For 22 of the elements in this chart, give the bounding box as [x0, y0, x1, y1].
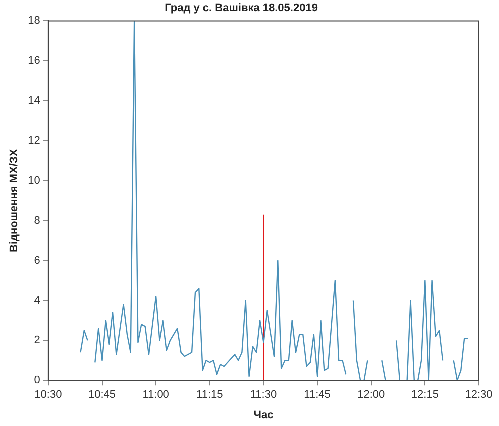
y-tick-label: 14 [28, 95, 40, 108]
x-tick-label: 11:45 [304, 389, 331, 402]
y-tick-label: 12 [28, 135, 40, 148]
y-tick-label: 0 [34, 374, 40, 387]
y-tick-label: 8 [34, 214, 40, 227]
x-tick-label: 10:45 [88, 389, 116, 402]
y-tick-label: 6 [34, 254, 40, 267]
x-tick-label: 12:00 [358, 389, 386, 402]
y-tick-label: 4 [34, 294, 40, 307]
y-tick-label: 16 [28, 55, 40, 68]
x-axis-title: Час [254, 409, 274, 422]
y-axis-title: Відношення МХ/ЗХ [8, 148, 21, 252]
x-tick-label: 11:15 [196, 389, 224, 402]
x-tick-label: 10:30 [34, 389, 62, 402]
y-tick-label: 10 [28, 174, 40, 187]
y-tick-label: 18 [28, 15, 40, 28]
chart-title: Град у с. Вашівка 18.05.2019 [165, 2, 318, 15]
y-tick-label: 2 [34, 334, 40, 347]
x-tick-label: 11:00 [142, 389, 170, 402]
x-tick-label: 11:30 [250, 389, 278, 402]
x-tick-label: 12:15 [411, 389, 439, 402]
x-tick-label: 12:30 [465, 389, 493, 402]
